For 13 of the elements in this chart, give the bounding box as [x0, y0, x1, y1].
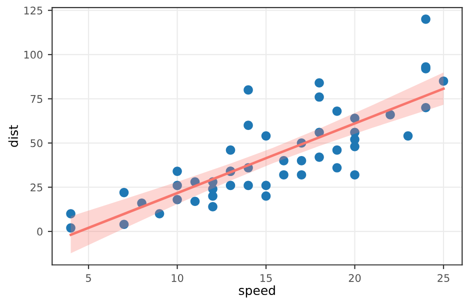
- y-tick-label: 100: [24, 50, 42, 59]
- y-tick-label: 0: [37, 228, 42, 236]
- x-tick-label: 25: [438, 274, 450, 282]
- x-tick-label: 15: [260, 274, 272, 282]
- x-axis-title: speed: [238, 285, 275, 298]
- y-tick-label: 75: [30, 95, 42, 103]
- x-tick-label: 20: [348, 274, 361, 282]
- x-tick-label: 5: [86, 274, 91, 282]
- y-tick-label: 25: [30, 183, 42, 192]
- y-tick-label: 125: [24, 6, 42, 14]
- y-tick-label: 50: [30, 139, 42, 148]
- x-tick-label: 10: [172, 274, 184, 282]
- y-axis-title: dist: [8, 125, 18, 147]
